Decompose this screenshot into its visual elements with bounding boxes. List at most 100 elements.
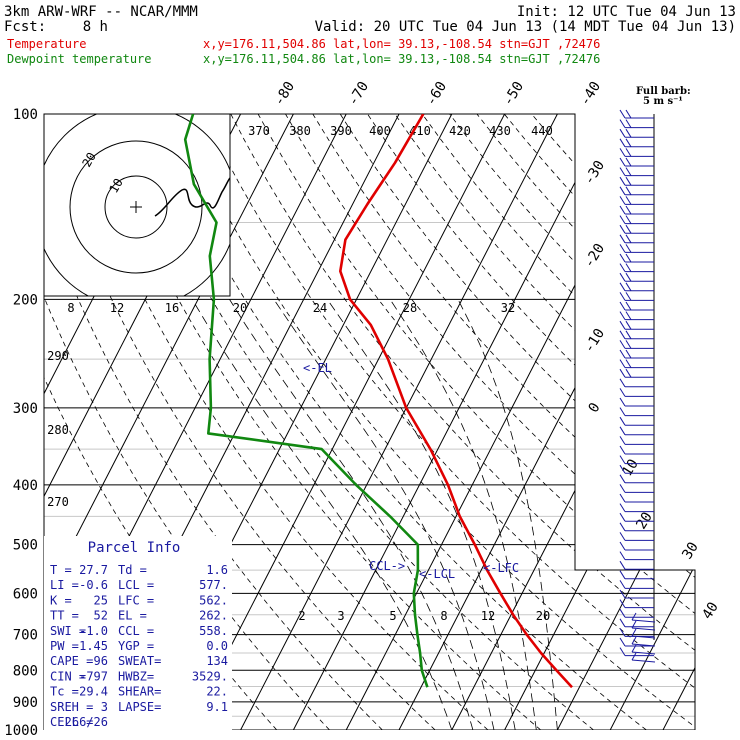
parcel-field-label: K = [50,593,72,607]
wind-barb-flag [619,359,626,368]
wind-barb [619,618,654,628]
hodograph-frame [43,113,231,297]
parcel-field-label: SHEAR= [118,685,161,699]
wind-barb-flag [619,186,626,196]
wind-barb [619,176,654,186]
wind-barb-flag [625,330,632,340]
wind-barb [619,407,654,417]
isotherm-line [609,114,695,730]
wind-barb [619,426,654,436]
wind-barb-flag [619,272,626,282]
traces-clip [183,114,573,689]
parcel-field-value: 0.0 [206,639,228,653]
wind-barb-flag [625,109,632,119]
wind-barb [619,138,654,148]
wind-barb-flag [619,416,626,426]
el-annotation: <-EL [303,361,332,375]
wind-barb [619,359,654,369]
parcel-field-label: CCL = [118,624,154,638]
parcel-field-label: TT = [50,609,79,623]
hodograph-speed-label: 16 [165,301,179,315]
wind-barb [619,484,654,493]
parcel-field-label: LI = [50,578,79,592]
temperature-axis-label: 0 [586,400,604,416]
wind-barb [619,503,654,513]
wind-barb-flag [619,647,626,656]
wind-barb-flag [619,532,626,541]
wind-barb-flag [619,128,626,138]
wind-barb [619,109,654,119]
isotherm-line [451,114,695,730]
parcel-field-value: 22. [206,685,228,699]
parcel-field-label: CIN = [50,669,86,683]
parcel-field-value: 27.7 [79,563,108,577]
moist-adiabat-line [457,299,558,730]
wind-barb-flag [619,637,626,647]
parcel-field-label: LFC = [118,593,154,607]
wind-barb [619,560,654,570]
parcel-field-label: LCL = [118,578,154,592]
dry-adiabat-line [476,114,695,730]
dry-adiabat-line [421,114,695,730]
pressure-tick-label: 900 [13,695,38,711]
parcel-field-value: 9.1 [206,700,228,714]
wind-barb-flag [619,282,626,292]
isotherm-line [345,114,664,730]
mixing-ratio-label: 3 [337,609,344,623]
parcel-field-value: 3529. [192,669,228,683]
parcel-field-value: 29.4 [79,685,108,699]
temperature-axis-label: -60 [423,79,450,109]
wind-barb [619,378,654,388]
wind-barb-flag [619,349,626,359]
wind-barb-flag [619,474,626,484]
isotherm-line [292,114,611,730]
wind-barb-flag [619,340,626,349]
theta-label: 390 [330,124,352,138]
dry-adiabat-line [203,114,695,730]
dry-adiabat-line [44,114,278,730]
wind-barb-flag [625,176,632,186]
wind-barb [619,253,654,263]
wind-barb-flag [625,263,632,272]
parcel-field-value: 1.6 [206,563,228,577]
wind-barb-flag [619,608,626,618]
wind-barb [619,608,654,618]
isotherm-line [187,114,506,730]
wind-barb-flag [619,599,626,608]
parcel-field-value: 266/26 [65,715,108,729]
dry-adiabat-line [230,114,695,730]
wind-barb [619,320,654,330]
wind-barb-flag [625,244,632,253]
wind-barb-flag [625,272,632,282]
wind-barb [619,330,654,340]
mixing-ratio-label: 20 [536,609,550,623]
parcel-field-value: 52 [94,609,108,623]
wind-barb-flag [625,282,632,292]
wind-barb [619,244,654,253]
wind-barb [619,455,654,465]
wind-barb-flag [625,128,632,138]
wind-barb [619,532,654,541]
wind-barb-flag [619,580,626,589]
pressure-tick-label: 700 [13,628,38,644]
parcel-field-label: SREH = [50,700,93,714]
hodograph-ring [69,140,203,274]
wind-barb-flag [631,644,637,653]
wind-barb-flag [625,349,632,359]
isotherm-line [504,114,695,730]
dry-adiabat-line [312,114,695,730]
wind-barb-flag [625,368,632,378]
isotherm-line [556,114,695,730]
mixing-ratio-label: 5 [389,609,396,623]
parcel-field-label: SWEAT= [118,654,161,668]
parcel-field-value: -797 [79,669,108,683]
parcel-field-value: 558. [199,624,228,638]
wind-barb [619,186,654,196]
wind-barb-flag [625,301,632,311]
parcel-field-label: Td = [118,563,147,577]
wind-barbs [619,109,656,663]
parcel-field-value: 562. [199,593,228,607]
wind-barb-flag [619,503,626,512]
wind-barb [619,301,654,311]
wind-barb-flag [619,484,626,493]
